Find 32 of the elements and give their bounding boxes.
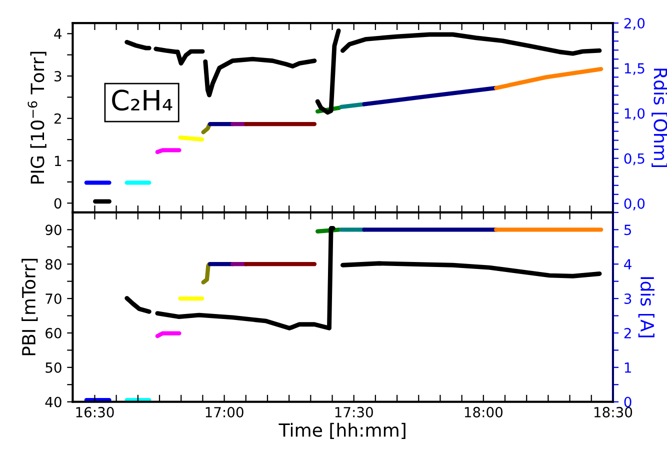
y2-tick-label: 0,5 [624, 153, 644, 166]
x-tick-label: 17:30 [335, 406, 373, 418]
y-tick-label: 50 [46, 362, 62, 373]
y-axis-title: PIG [10$^{−6}$ Torr] [28, 52, 46, 184]
y2-tick-label: 5 [624, 224, 632, 236]
y2-axis-title: Idis [A] [638, 277, 654, 338]
y-tick-label: 4 [54, 28, 62, 39]
y2-tick-label: 1 [624, 362, 631, 373]
y-tick-label: 40 [45, 396, 62, 408]
y2-tick-label: 2,0 [624, 18, 645, 30]
annotation: C₂H₄ [112, 90, 172, 111]
x-tick-label: 18:30 [594, 406, 632, 418]
y-tick-label: 2 [54, 113, 61, 124]
x-tick-label: 18:00 [464, 406, 502, 418]
y-tick-label: 70 [46, 293, 62, 304]
y-tick-label: 1 [54, 156, 62, 166]
y-tick-label: 3 [54, 70, 62, 82]
y2-tick-label: 0,0 [624, 198, 645, 210]
y-axis-title: PBI [mTorr] [22, 258, 38, 356]
y2-tick-label: 1,0 [624, 108, 645, 120]
x-tick-label: 17:00 [206, 406, 244, 418]
y-tick-label: 60 [46, 328, 62, 338]
y2-tick-label: 3 [624, 293, 632, 304]
y-tick-label: 90 [45, 224, 62, 236]
x-axis-title: Time [hh:mm] [278, 422, 406, 440]
y-tick-label: 80 [46, 259, 62, 270]
y2-tick-label: 0 [624, 396, 632, 408]
x-tick-label: 16:30 [76, 406, 114, 418]
y2-tick-label: 1,5 [624, 63, 644, 76]
y2-tick-label: 4 [624, 259, 632, 270]
y-tick-label: 0 [54, 198, 62, 209]
y2-tick-label: 2 [624, 328, 631, 338]
